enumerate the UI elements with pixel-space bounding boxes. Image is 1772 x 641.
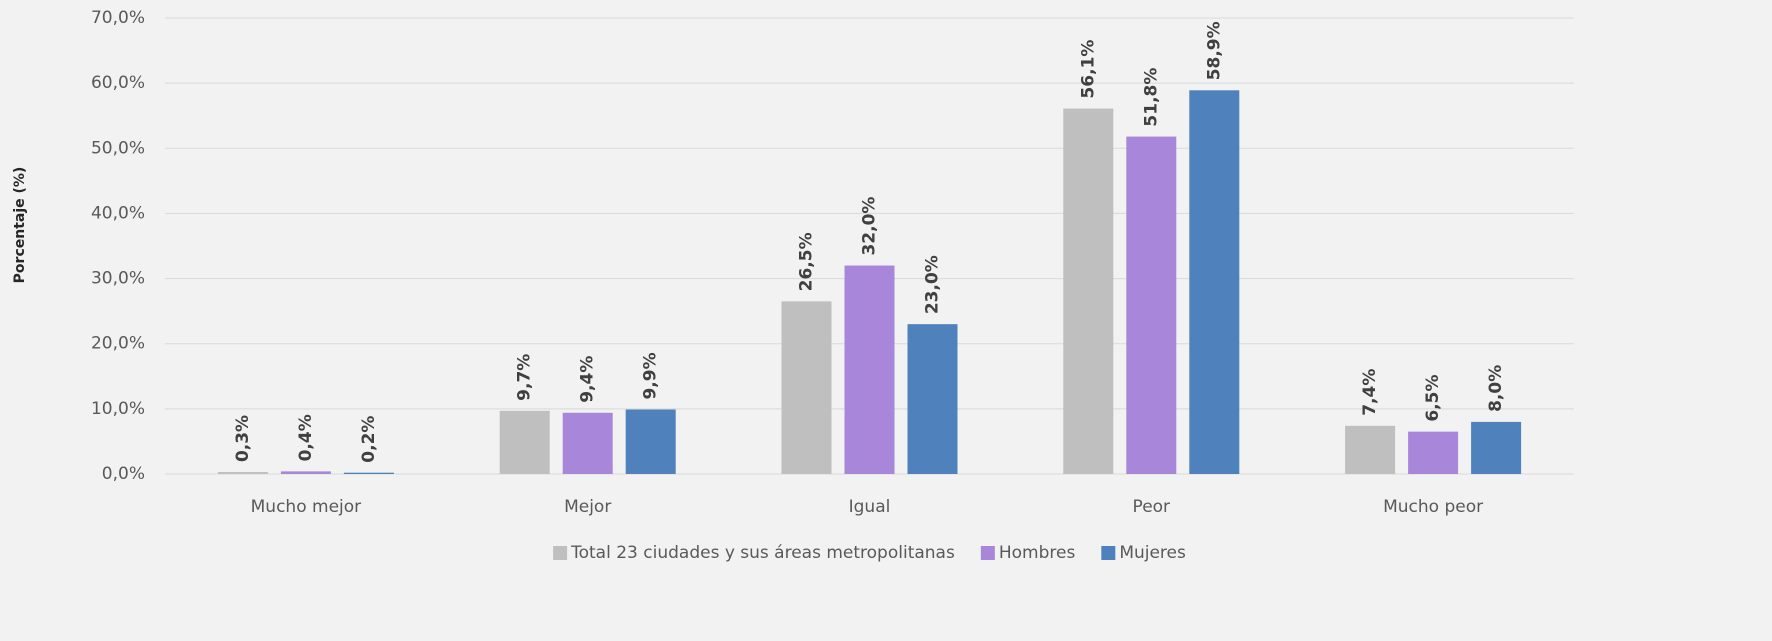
- data-label: 6,5%: [1423, 375, 1443, 422]
- legend-label: Total 23 ciudades y sus áreas metropolit…: [570, 543, 955, 563]
- bar: [499, 410, 550, 474]
- data-label: 0,4%: [296, 414, 316, 461]
- data-label: 32,0%: [860, 197, 880, 256]
- data-label: 8,0%: [1486, 365, 1506, 412]
- y-tick-label: 40,0%: [91, 203, 145, 223]
- data-label: 0,2%: [359, 416, 379, 463]
- bar: [1471, 421, 1522, 474]
- data-label: 9,4%: [578, 356, 598, 403]
- bar: [1189, 90, 1240, 475]
- bar: [781, 301, 832, 474]
- legend-swatch: [553, 546, 568, 560]
- y-tick-label: 20,0%: [91, 334, 145, 354]
- bar: [343, 472, 394, 474]
- legend-swatch: [1101, 546, 1116, 560]
- bar: [844, 265, 895, 474]
- data-label: 51,8%: [1141, 68, 1161, 127]
- y-tick-label: 60,0%: [91, 73, 145, 93]
- y-tick-label: 50,0%: [91, 138, 145, 158]
- data-label: 23,0%: [923, 255, 943, 314]
- data-label: 56,1%: [1078, 40, 1098, 99]
- data-label: 9,7%: [515, 354, 535, 401]
- bar: [1063, 108, 1114, 474]
- x-tick-label: Igual: [849, 497, 891, 517]
- data-label: 26,5%: [797, 232, 817, 291]
- legend-label: Hombres: [999, 543, 1076, 563]
- y-tick-label: 0,0%: [102, 464, 145, 484]
- data-label: 7,4%: [1360, 369, 1380, 416]
- x-tick-label: Mejor: [564, 497, 611, 517]
- x-tick-label: Peor: [1133, 497, 1171, 517]
- x-tick-label: Mucho peor: [1383, 497, 1483, 517]
- y-tick-label: 70,0%: [91, 8, 145, 28]
- bar: [907, 324, 958, 474]
- data-label: 0,3%: [233, 415, 253, 462]
- bar: [562, 412, 613, 474]
- y-axis-label: Porcentaje (%): [12, 167, 28, 284]
- bar: [625, 409, 676, 474]
- legend-swatch: [980, 546, 995, 560]
- x-tick-label: Mucho mejor: [251, 497, 362, 517]
- bar: [1408, 431, 1459, 474]
- data-label: 9,9%: [641, 352, 661, 399]
- y-tick-label: 10,0%: [91, 399, 145, 419]
- data-label: 58,9%: [1204, 21, 1224, 80]
- bar: [1345, 425, 1396, 474]
- bar: [280, 471, 331, 474]
- legend-label: Mujeres: [1119, 543, 1186, 563]
- y-tick-label: 30,0%: [91, 269, 145, 289]
- bar: [1126, 136, 1177, 474]
- bar: [217, 472, 268, 474]
